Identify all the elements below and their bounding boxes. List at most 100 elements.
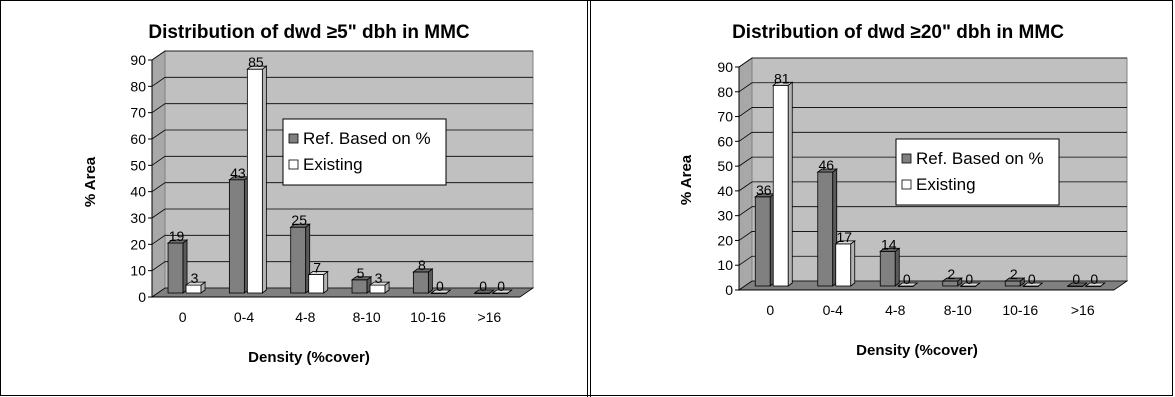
bar-top [246, 65, 268, 70]
legend-swatch [901, 179, 912, 190]
x-tick-label: 4-8 [885, 302, 905, 318]
bar-side [261, 65, 267, 294]
bar-top [1084, 282, 1106, 287]
bar-top [350, 276, 373, 281]
bar-front [246, 68, 263, 294]
data-label: 8 [418, 257, 426, 273]
gridline [151, 234, 533, 245]
chart-title: Distribution of dwd ≥5" dbh in MMC [148, 22, 470, 43]
bar-existing [307, 270, 329, 294]
y-tick-label: 10 [717, 257, 733, 273]
bar-existing [491, 289, 513, 294]
bar-front [308, 274, 325, 294]
bar-front [351, 279, 368, 294]
legend: Ref. Based on % Existing [895, 138, 1060, 206]
y-tick-label: 50 [130, 157, 146, 173]
bar-ref [816, 168, 838, 287]
bar-front [754, 196, 771, 287]
bar-front [879, 250, 896, 287]
data-label: 19 [169, 228, 185, 244]
bar-existing [772, 81, 794, 287]
data-label: 2 [947, 266, 955, 282]
bar-top [897, 282, 919, 287]
data-label: 2 [1010, 266, 1018, 282]
chart-dwd-5in: Distribution of dwd ≥5" dbh in MMC 0 10 20 3… [82, 22, 535, 366]
legend-box [895, 138, 1060, 206]
y-tick-label: 60 [717, 133, 733, 149]
bar-existing [1084, 282, 1106, 287]
plot-side-wall [151, 50, 166, 298]
y-tick-label: 20 [717, 232, 733, 248]
gridline [738, 255, 1127, 266]
data-label: 0 [436, 278, 444, 294]
bar-top [368, 281, 391, 286]
bar-ref [289, 223, 311, 294]
x-tick-label: 4-8 [295, 309, 315, 325]
y-axis-title: % Area [82, 156, 99, 207]
legend: Ref. Based on % Existing [282, 118, 447, 186]
y-axis-title: % Area [678, 154, 695, 205]
chart-title: Distribution of dwd ≥20" dbh in MMC [732, 22, 1064, 43]
bar-top [772, 81, 794, 86]
y-tick-label: 50 [717, 158, 733, 174]
gridline [151, 261, 533, 271]
y-tick-label: 90 [130, 52, 146, 68]
y-tick-label: 60 [130, 131, 146, 147]
plot-side-wall [738, 57, 753, 291]
gridline [151, 76, 533, 87]
bar-front [185, 284, 202, 294]
bar-existing [834, 240, 856, 287]
legend-swatch [288, 133, 299, 144]
bar-top [307, 271, 329, 275]
data-label: 36 [756, 182, 772, 198]
bar-existing [184, 281, 207, 294]
x-tick-label: 0-4 [234, 309, 254, 325]
data-label: 46 [818, 157, 834, 173]
bar-existing [246, 65, 268, 294]
bar-ref [1066, 282, 1088, 287]
bar-front [817, 171, 834, 287]
bar-existing [897, 282, 919, 287]
legend-label: Existing [303, 155, 363, 174]
data-label: 0 [479, 278, 487, 294]
bar-top [430, 289, 452, 294]
gridline [738, 231, 1127, 241]
x-tick-label: 10-16 [410, 309, 446, 325]
data-label: 14 [881, 236, 897, 252]
bar-existing [430, 289, 452, 294]
y-tick-label: 30 [717, 208, 733, 224]
data-label: 17 [836, 229, 852, 245]
gridline [151, 208, 533, 219]
bar-ref [166, 239, 189, 294]
y-tick-label: 70 [130, 105, 146, 121]
x-tick-label: >16 [1071, 302, 1095, 318]
x-axis-title: Density (%cover) [856, 342, 978, 359]
bar-side [323, 270, 329, 294]
y-tick-label: 70 [717, 109, 733, 125]
data-label: 0 [1072, 271, 1080, 287]
bar-top [491, 289, 513, 294]
data-label: 0 [965, 271, 973, 287]
bar-top [959, 282, 981, 287]
bar-side [427, 268, 433, 294]
bar-top [412, 268, 434, 273]
y-tick-label: 20 [130, 236, 146, 252]
x-tick-label: 0 [766, 302, 774, 318]
bar-front [835, 243, 852, 287]
gridline [151, 50, 533, 61]
data-label: 25 [291, 212, 307, 228]
gridline [738, 206, 1127, 216]
bar-side [787, 81, 793, 287]
x-tick-label: 8-10 [353, 309, 381, 325]
legend-swatch [288, 159, 299, 170]
bar-ref [1004, 277, 1026, 287]
legend-label: Ref. Based on % [303, 129, 431, 148]
data-label: 0 [903, 271, 911, 287]
bar-top [184, 281, 207, 286]
x-tick-label: 0 [179, 309, 187, 325]
bar-existing [1022, 282, 1044, 287]
data-label: 5 [357, 265, 365, 281]
bar-top [1066, 282, 1088, 287]
chart-dwd-20in: Distribution of dwd ≥20" dbh in MMC01020… [678, 22, 1129, 359]
bar-top [1022, 282, 1044, 287]
